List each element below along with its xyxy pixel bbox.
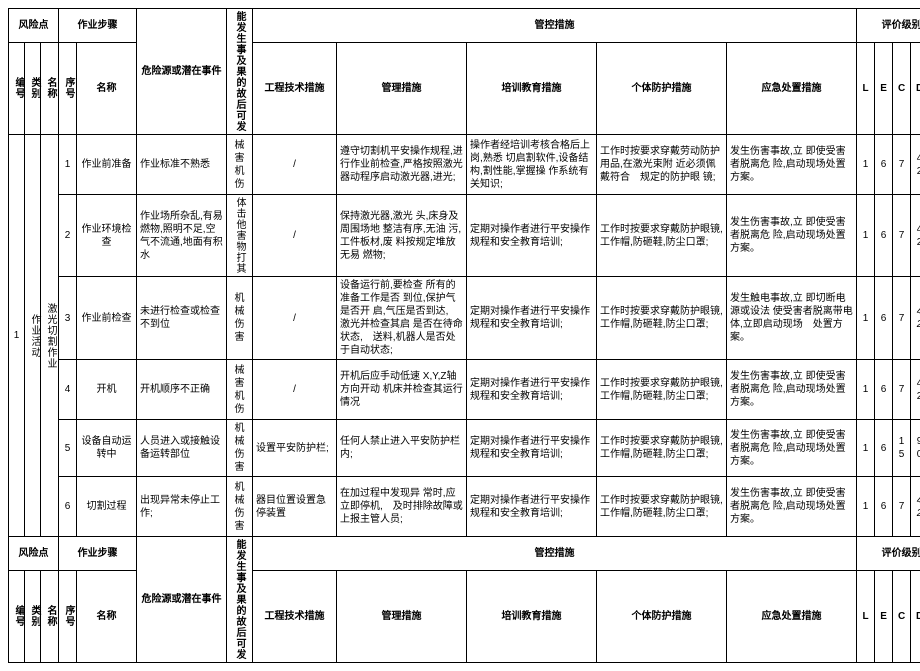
cell-ppe: 工作时按要求穿戴劳动防护用品,在激光束附 近必须佩戴符合 规定的防护眼 镜; bbox=[597, 135, 727, 195]
cell-conseq: 械害 机伤 bbox=[227, 135, 253, 195]
hdr-E: E bbox=[875, 42, 893, 134]
hdr-eval: 评价级别 bbox=[857, 9, 920, 43]
hdr-eng: 工程技术措施 bbox=[253, 42, 337, 134]
hdr-D: D bbox=[911, 42, 920, 134]
hdr-train: 培训教育措施 bbox=[467, 42, 597, 134]
table-row: 1 作业活动 激光切割作业 1 作业前准备 作业标准不熟悉 械害 机伤 / 遵守… bbox=[9, 135, 920, 195]
footer-header-row-1: 风险点 作业步骤 危险源或潜在事件 能发生事及果的故后可发 管控措施 评价级别 … bbox=[9, 537, 920, 571]
table-row: 4 开机 开机顺序不正确 械害 机伤 / 开机后应手动低速 X,Y,Z轴方向开动… bbox=[9, 360, 920, 420]
cell-C: 7 bbox=[893, 135, 911, 195]
hdr-risk-point: 风险点 bbox=[9, 9, 59, 43]
cell-train: 操作者经培训考核合格后上岗,熟悉 切启割软件,设备结构,割性能,掌握操 作系统有… bbox=[467, 135, 597, 195]
hdr-control: 管控措施 bbox=[253, 9, 857, 43]
cell-emerg: 发生伤害事故,立 即使受害者脱离危 险,启动现场处置 方案。 bbox=[727, 135, 857, 195]
hdr-mgmt: 管理措施 bbox=[337, 42, 467, 134]
cell-L: 1 bbox=[857, 135, 875, 195]
hdr-C: C bbox=[893, 42, 911, 134]
cell-step-no: 1 bbox=[59, 135, 77, 195]
cell-seq: 1 bbox=[9, 135, 25, 537]
cell-hazard: 作业标准不熟悉 bbox=[137, 135, 227, 195]
table-row: 3 作业前检查 未进行检查或检查不到位 机械伤害 / 设备运行前,要检查 所有的… bbox=[9, 277, 920, 360]
cell-category: 作业活动 bbox=[25, 135, 41, 537]
cell-mgmt: 遵守切割机平安操作规程,进行作业前检查,严格按照激光器动程序启动激光器,进光; bbox=[337, 135, 467, 195]
cell-step: 作业前准备 bbox=[77, 135, 137, 195]
cell-name: 激光切割作业 bbox=[41, 135, 59, 537]
hdr-ppe: 个体防护措施 bbox=[597, 42, 727, 134]
header-row-1: 风险点 作业步骤 危险源或潜在事件 能发生事及果的故后可发 管控措施 评价级别 … bbox=[9, 9, 920, 43]
hdr-step-no: 序号 bbox=[59, 42, 77, 134]
hdr-step-name: 名称 bbox=[77, 42, 137, 134]
table-row: 6 切割过程 出现异常未停止工作; 机械伤害 器目位置设置急停装置 在加过程中发… bbox=[9, 477, 920, 537]
hdr-hazard: 危险源或潜在事件 bbox=[137, 9, 227, 135]
table-row: 2 作业环境检查 作业场所杂乱,有易燃物,照明不足,空气不流通,地面有积水 体击… bbox=[9, 195, 920, 277]
hdr-category: 类别 bbox=[25, 42, 41, 134]
cell-D: 42 bbox=[911, 135, 920, 195]
hdr-seq: 编号 bbox=[9, 42, 25, 134]
risk-assessment-table: 风险点 作业步骤 危险源或潜在事件 能发生事及果的故后可发 管控措施 评价级别 … bbox=[8, 8, 920, 663]
cell-eng: / bbox=[253, 135, 337, 195]
hdr-consequence: 能发生事及果的故后可发 bbox=[227, 9, 253, 135]
hdr-name: 名称 bbox=[41, 42, 59, 134]
hdr-emerg: 应急处置措施 bbox=[727, 42, 857, 134]
hdr-work-step: 作业步骤 bbox=[59, 9, 137, 43]
cell-E: 6 bbox=[875, 135, 893, 195]
hdr-L: L bbox=[857, 42, 875, 134]
table-row: 5 设备自动运转中 人员进入或接触设备运转部位 机械伤害 设置平安防护栏; 任何… bbox=[9, 420, 920, 477]
